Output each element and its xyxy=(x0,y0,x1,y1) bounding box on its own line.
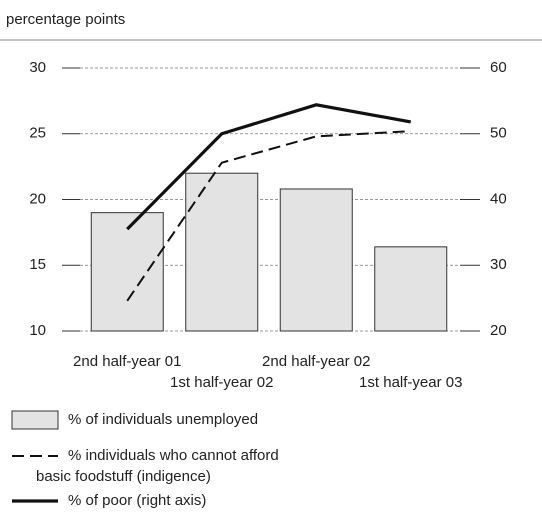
line-series xyxy=(126,103,412,231)
y2-tick-label: 60 xyxy=(490,59,507,76)
x-tick-label: 1st half-year 02 xyxy=(170,374,273,391)
y2-tick-label: 20 xyxy=(490,322,507,339)
legend-label: % of poor (right axis) xyxy=(68,492,206,509)
y2-tick-label: 40 xyxy=(490,190,507,207)
x-tick-label: 2nd half-year 02 xyxy=(262,353,370,370)
bar xyxy=(374,246,448,332)
y-tick-label: 15 xyxy=(29,256,46,273)
bar xyxy=(90,212,164,332)
y-tick-label: 30 xyxy=(29,59,46,76)
legend-swatch xyxy=(11,410,59,430)
y-tick-label: 10 xyxy=(29,322,46,339)
line-series xyxy=(126,130,411,302)
y-tick-label: 25 xyxy=(29,125,46,142)
x-tick-label: 2nd half-year 01 xyxy=(73,353,181,370)
chart-subtitle: percentage points xyxy=(6,11,125,28)
y2-tick-label: 30 xyxy=(490,256,507,273)
bar xyxy=(279,188,353,332)
x-tick-label: 1st half-year 03 xyxy=(359,374,462,391)
legend-label: % individuals who cannot afford basic foo… xyxy=(36,447,279,485)
y-tick-label: 20 xyxy=(29,190,46,207)
legend-label: % of individuals unemployed xyxy=(68,411,258,428)
bar xyxy=(185,172,259,332)
y2-tick-label: 50 xyxy=(490,125,507,142)
